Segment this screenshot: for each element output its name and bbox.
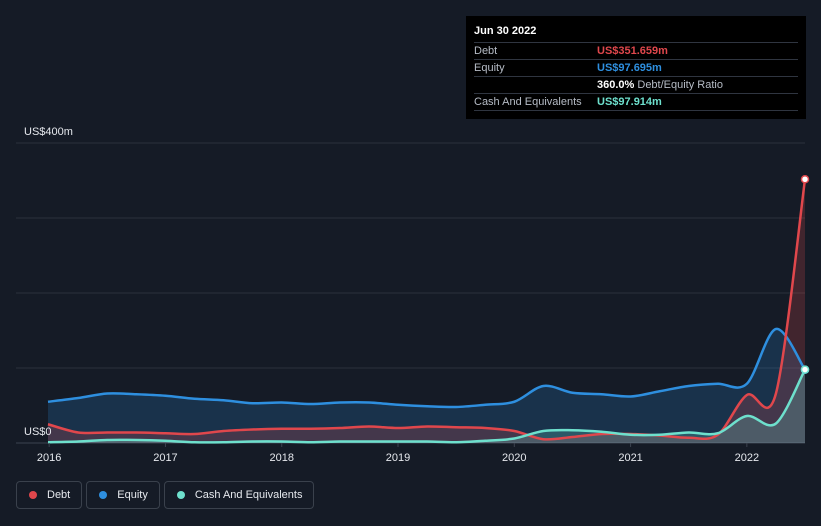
tooltip-cash-value: US$97.914m xyxy=(597,96,662,108)
debt-endpoint-marker[interactable] xyxy=(800,175,810,184)
axis-layer: US$400m US$0 2016 2017 2018 2019 2020 2021 2022 xyxy=(24,126,759,464)
marker-layer xyxy=(800,175,810,374)
equity-line xyxy=(47,327,807,409)
tooltip-equity-value: US$97.695m xyxy=(597,62,662,74)
tooltip-date: Jun 30 2022 xyxy=(474,23,798,43)
legend-item-equity[interactable]: Equity xyxy=(86,481,160,509)
debt-dot-icon xyxy=(29,491,37,499)
tooltip-equity-row: Equity US$97.695m xyxy=(474,60,798,77)
tooltip-cash-row: Cash And Equivalents US$97.914m xyxy=(474,94,798,111)
tooltip-equity-label: Equity xyxy=(474,62,505,74)
tooltip-ratio-label: Debt/Equity Ratio xyxy=(637,79,723,91)
tooltip-debt-row: Debt US$351.659m xyxy=(474,43,798,60)
x-tick-label: 2021 xyxy=(618,452,642,464)
cash-dot-icon xyxy=(176,491,185,499)
tooltip-debt-label: Debt xyxy=(474,45,498,57)
tooltip-ratio-row: 360.0% Debt/Equity Ratio xyxy=(474,77,798,94)
cash-area xyxy=(48,369,805,443)
y-axis-bottom-label: US$0 xyxy=(24,426,52,438)
x-tick-label: 2016 xyxy=(37,452,61,464)
area-layer xyxy=(48,179,805,444)
tooltip-cash-label: Cash And Equivalents xyxy=(474,96,582,108)
equity-area xyxy=(48,328,805,443)
grid-layer xyxy=(16,142,805,444)
legend-label-cash: Cash And Equivalents xyxy=(194,489,303,501)
x-tick-label: 2017 xyxy=(153,452,177,464)
chart-legend: Debt Equity Cash And Equivalents xyxy=(16,481,315,509)
line-layer xyxy=(47,179,807,444)
x-tick-label: 2019 xyxy=(386,452,410,464)
legend-item-cash[interactable]: Cash And Equivalents xyxy=(163,481,315,509)
tooltip-ratio: 360.0% Debt/Equity Ratio xyxy=(597,77,723,93)
debt-line xyxy=(47,179,807,441)
y-axis-top-label: US$400m xyxy=(24,126,73,138)
cash-endpoint-marker[interactable] xyxy=(800,365,810,374)
tooltip-ratio-value: 360.0% xyxy=(597,79,635,91)
cash-line xyxy=(47,368,807,444)
x-tick-label: 2022 xyxy=(735,452,759,464)
equity-dot-icon xyxy=(99,491,108,499)
legend-label-equity: Equity xyxy=(117,489,148,501)
hover-tooltip: Jun 30 2022 Debt US$351.659m Equity US$9… xyxy=(466,16,806,119)
legend-item-debt[interactable]: Debt xyxy=(16,481,83,509)
tooltip-debt-value: US$351.659m xyxy=(597,45,668,57)
legend-label-debt: Debt xyxy=(47,489,71,501)
x-tick-label: 2020 xyxy=(502,452,526,464)
x-tick-label: 2018 xyxy=(269,452,293,464)
